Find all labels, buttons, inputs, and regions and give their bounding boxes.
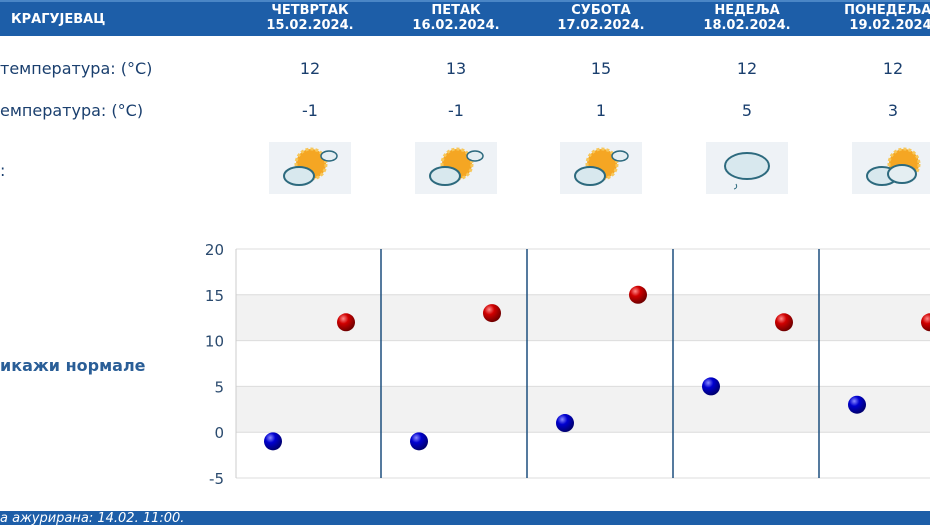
min-temp-point xyxy=(848,395,866,414)
y-tick-label: 20 xyxy=(205,241,224,259)
max-temp-value: 12 xyxy=(736,59,758,78)
max-temp-value: 13 xyxy=(445,59,467,78)
day-header: ЧЕТВРТАК 15.02.2024. xyxy=(240,3,380,33)
day-name: ЧЕТВРТАК xyxy=(271,3,349,18)
max-temp-point xyxy=(775,313,793,332)
cloud-sun-icon xyxy=(852,142,930,194)
min-temp-point xyxy=(410,432,428,451)
city-name: КРАГУЈЕВАЦ xyxy=(11,12,106,27)
max-temp-point xyxy=(337,313,355,332)
min-temp-value: 1 xyxy=(595,101,607,120)
day-date: 18.02.2024. xyxy=(703,18,791,33)
y-tick-label: -5 xyxy=(209,470,224,488)
max-temp-value: 15 xyxy=(590,59,612,78)
day-date: 17.02.2024. xyxy=(557,18,645,33)
max-temp-point xyxy=(629,285,647,304)
day-name: ПЕТАК xyxy=(431,3,481,18)
y-tick-label: 10 xyxy=(205,333,224,351)
day-date: 16.02.2024. xyxy=(412,18,500,33)
sun-with-clouds-icon xyxy=(415,142,497,194)
min-temp-point xyxy=(702,377,720,396)
min-temp-value: -1 xyxy=(302,101,318,120)
grid-band xyxy=(236,386,930,433)
day-name: НЕДЕЉА xyxy=(714,3,780,18)
day-name: СУБОТА xyxy=(571,3,631,18)
min-temp-label: емпература: (°C) xyxy=(0,101,144,120)
min-temp-point xyxy=(264,432,282,451)
min-temp-value: 3 xyxy=(887,101,899,120)
max-temp-label: температура: (°C) xyxy=(0,59,153,78)
show-normals-link[interactable]: икажи нормале xyxy=(0,356,146,375)
day-header: СУБОТА 17.02.2024. xyxy=(531,3,671,33)
sun-with-clouds-icon xyxy=(269,142,351,194)
y-tick-label: 15 xyxy=(205,287,224,305)
day-date: 15.02.2024. xyxy=(266,18,354,33)
day-name: ПОНЕДЕЉАК xyxy=(844,3,930,18)
cloud-drizzle-icon xyxy=(706,142,788,194)
day-header: ПОНЕДЕЉАК19.02.2024. xyxy=(823,3,930,33)
day-date: 19.02.2024. xyxy=(849,18,930,33)
day-header: ПЕТАК 16.02.2024. xyxy=(386,3,526,33)
max-temp-value: 12 xyxy=(882,59,904,78)
footer-bar: а ажурирана: 14.02. 11:00. xyxy=(0,511,930,526)
updated-text: а ажурирана: 14.02. 11:00. xyxy=(0,511,185,526)
weather-label: : xyxy=(0,161,6,180)
max-temp-point xyxy=(921,313,930,332)
min-temp-point xyxy=(556,414,574,433)
day-header: НЕДЕЉА 18.02.2024. xyxy=(677,3,817,33)
max-temp-point xyxy=(483,304,501,323)
y-tick-label: 5 xyxy=(214,378,224,396)
min-temp-value: -1 xyxy=(448,101,464,120)
y-tick-label: 0 xyxy=(214,424,224,442)
max-temp-value: 12 xyxy=(299,59,321,78)
header-bar: КРАГУЈЕВАЦ xyxy=(0,0,930,36)
sun-with-clouds-icon xyxy=(560,142,642,194)
min-temp-value: 5 xyxy=(741,101,753,120)
temperature-chart: 20 15 10 5 0 -5 xyxy=(205,241,930,488)
